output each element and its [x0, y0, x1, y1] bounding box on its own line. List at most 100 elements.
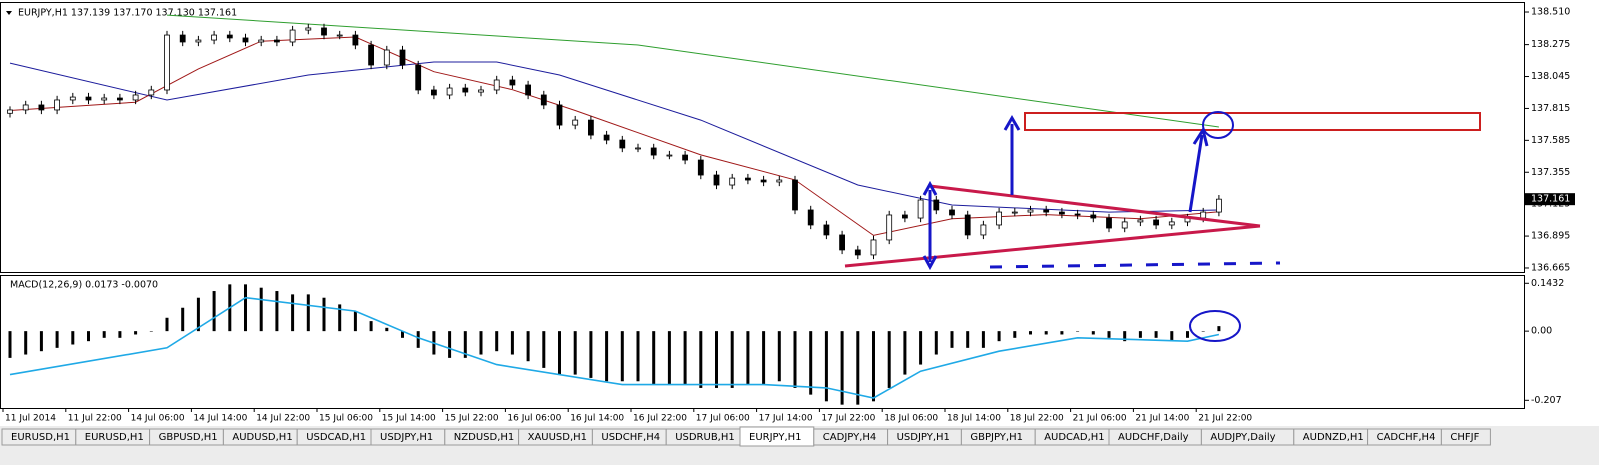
- arrow-head: [1003, 115, 1021, 131]
- tab-label[interactable]: CHFJF: [1450, 432, 1479, 443]
- candle-body: [1216, 198, 1222, 213]
- candle-body: [760, 179, 767, 183]
- tab-label[interactable]: AUDCAD,H1: [1044, 432, 1104, 443]
- macd-bar: [589, 331, 593, 378]
- macd-bar: [1201, 331, 1205, 332]
- indicator-line: [9, 61, 1219, 213]
- tab-label[interactable]: GBPJPY,H1: [970, 432, 1023, 443]
- tab-label[interactable]: AUDJPY,Daily: [1210, 432, 1275, 443]
- x-tick-label: 18 Jul 14:00: [947, 414, 1001, 424]
- macd-bar: [1044, 331, 1048, 335]
- candle-body: [101, 97, 108, 101]
- tab-label[interactable]: EURUSD,H1: [85, 432, 144, 443]
- candle-body: [1106, 217, 1112, 229]
- macd-bar: [196, 297, 200, 332]
- macd-bar: [416, 331, 420, 348]
- candle-body: [289, 29, 296, 43]
- macd-bar: [746, 331, 750, 385]
- macd-bar: [966, 331, 970, 348]
- macd-bar: [55, 331, 59, 348]
- y-tick-label: 138.045: [1531, 71, 1570, 82]
- macd-bar: [401, 331, 404, 338]
- macd-bar: [887, 331, 891, 388]
- candle-body: [493, 79, 500, 91]
- macd-bar: [919, 331, 923, 365]
- tab-label[interactable]: CADCHF,H4: [1377, 432, 1436, 443]
- macd-bar: [1107, 331, 1111, 338]
- tab-label[interactable]: CADJPY,H4: [823, 432, 876, 443]
- candle-body: [1090, 214, 1097, 219]
- candle-body: [305, 27, 312, 31]
- x-tick-label: 11 Jul 2014: [5, 414, 56, 424]
- candle-body: [556, 104, 563, 126]
- candle-body: [1121, 221, 1128, 229]
- tab-label[interactable]: USDCAD,H1: [306, 432, 366, 443]
- candle-body: [540, 94, 547, 106]
- macd-bar: [981, 331, 985, 348]
- candle-body: [1043, 209, 1050, 213]
- candle-body: [117, 97, 123, 101]
- x-tick-label: 15 Jul 22:00: [445, 414, 499, 424]
- macd-bar: [762, 331, 766, 385]
- resistance-box: [1024, 112, 1481, 131]
- tab-label[interactable]: NZDUSD,H1: [454, 432, 514, 443]
- tab-label[interactable]: EURUSD,H1: [11, 432, 70, 443]
- tab-label[interactable]: AUDCHF,Daily: [1118, 432, 1189, 443]
- indicator-line: [9, 296, 1220, 399]
- macd-bar: [495, 331, 499, 352]
- macd-bar: [1138, 331, 1142, 338]
- x-tick-label: 16 Jul 14:00: [570, 414, 624, 424]
- tab-label[interactable]: AUDUSD,H1: [232, 432, 292, 443]
- tab[interactable]: [1440, 428, 1491, 446]
- macd-bar: [8, 331, 12, 358]
- macd-bar: [463, 331, 467, 358]
- y-tick-label: -0.207: [1531, 395, 1562, 406]
- macd-bar: [715, 331, 718, 388]
- candle-body: [886, 214, 893, 241]
- tab-label[interactable]: USDRUB,H1: [675, 432, 735, 443]
- candle-body: [823, 224, 830, 236]
- macd-bar: [699, 331, 703, 388]
- macd-bar: [1186, 331, 1189, 338]
- macd-bar: [306, 294, 310, 332]
- candle-body: [1200, 211, 1207, 219]
- candle-body: [949, 209, 955, 216]
- candle-body: [273, 39, 280, 43]
- candle-body: [242, 37, 249, 43]
- macd-bar: [526, 331, 530, 362]
- macd-bar: [165, 317, 169, 332]
- macd-bar: [997, 331, 1001, 342]
- macd-bar: [102, 331, 106, 338]
- y-tick-label: 0.00: [1531, 326, 1552, 337]
- candle-body: [1153, 219, 1159, 226]
- tab-label[interactable]: USDJPY,H1: [380, 432, 433, 443]
- candle-body: [7, 109, 13, 114]
- macd-bar: [39, 331, 43, 352]
- candle-body: [917, 199, 924, 219]
- tab-label[interactable]: USDJPY,H1: [897, 432, 950, 443]
- candle-body: [745, 177, 751, 181]
- x-tick-label: 14 Jul 14:00: [193, 414, 247, 424]
- candle-body: [509, 79, 516, 86]
- macd-bar: [71, 331, 75, 345]
- candle-body: [430, 89, 437, 96]
- x-tick-label: 21 Jul 22:00: [1198, 414, 1252, 424]
- y-tick-label: 137.355: [1531, 167, 1570, 178]
- tab-label[interactable]: USDCHF,H4: [601, 432, 660, 443]
- tab-label[interactable]: XAUUSD,H1: [528, 432, 587, 443]
- macd-bar: [1123, 331, 1127, 342]
- candle-body: [902, 214, 908, 219]
- y-tick-label: 137.585: [1531, 135, 1570, 146]
- candle-body: [619, 139, 626, 149]
- macd-bar: [1076, 331, 1080, 332]
- macd-bar: [542, 331, 546, 368]
- tab-label[interactable]: AUDNZD,H1: [1303, 432, 1364, 443]
- macd-bar: [840, 331, 844, 405]
- tab-label[interactable]: EURJPY,H1: [749, 432, 802, 443]
- candle-body: [383, 49, 390, 66]
- macd-bar: [259, 287, 263, 332]
- tab-label[interactable]: GBPUSD,H1: [159, 432, 218, 443]
- macd-bar: [322, 297, 326, 332]
- macd-bar: [134, 331, 138, 335]
- x-tick-label: 17 Jul 22:00: [821, 414, 875, 424]
